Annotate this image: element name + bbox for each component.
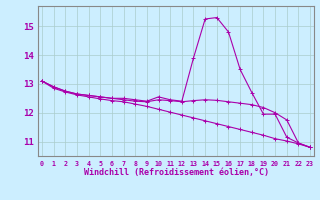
X-axis label: Windchill (Refroidissement éolien,°C): Windchill (Refroidissement éolien,°C) xyxy=(84,168,268,177)
